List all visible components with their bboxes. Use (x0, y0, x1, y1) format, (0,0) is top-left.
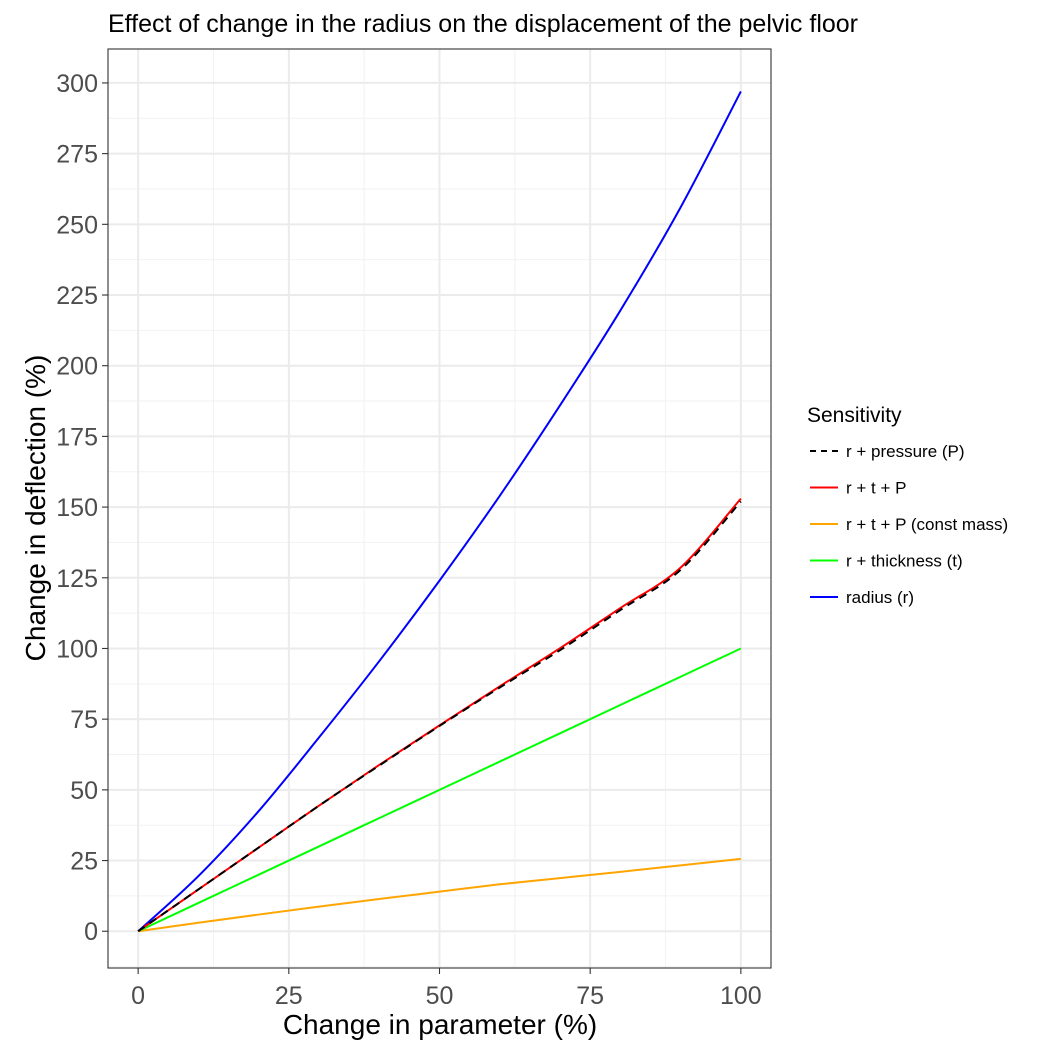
series-lines (137, 90, 742, 933)
y-tick-label: 125 (56, 565, 98, 593)
y-axis: 0 25 50 75 100 125 150 175 200 225 250 275 300 (56, 70, 108, 946)
legend-label: radius (r) (846, 588, 914, 607)
x-axis: 0 25 50 75 100 (131, 968, 762, 1010)
x-tick-label: 100 (720, 982, 762, 1010)
legend: Sensitivity r + pressure (P) r + t + P r +… (807, 404, 1008, 607)
legend-label: r + t + P (const mass) (846, 515, 1008, 534)
legend-label: r + pressure (P) (846, 442, 965, 461)
series-line-r-thickness-t (137, 647, 742, 933)
x-tick-label: 0 (131, 982, 145, 1010)
y-tick-label: 75 (70, 706, 98, 734)
series-line-r-t-p-const-mass (138, 857, 741, 933)
y-tick-label: 0 (84, 918, 98, 946)
y-tick-label: 175 (56, 423, 98, 451)
series-line-radius-r (137, 90, 742, 932)
y-tick-label: 25 (70, 848, 98, 876)
y-tick-label: 225 (56, 282, 98, 310)
x-tick-label: 25 (275, 982, 303, 1010)
y-tick-label: 250 (56, 211, 98, 239)
series-line-r-pressure-p (137, 500, 742, 933)
chart-title: Effect of change in the radius on the di… (108, 10, 858, 38)
y-tick-label: 150 (56, 494, 98, 522)
y-axis-title: Change in deflection (%) (20, 355, 51, 662)
y-tick-label: 275 (56, 141, 98, 169)
x-tick-label: 75 (576, 982, 604, 1010)
legend-label: r + thickness (t) (846, 552, 963, 571)
y-tick-label: 100 (56, 635, 98, 663)
y-tick-label: 50 (70, 777, 98, 805)
y-tick-label: 300 (56, 70, 98, 98)
major-grid (108, 49, 771, 968)
x-axis-title: Change in parameter (%) (283, 1009, 597, 1040)
legend-title: Sensitivity (807, 404, 902, 427)
x-tick-label: 50 (426, 982, 454, 1010)
y-tick-label: 200 (56, 353, 98, 381)
legend-label: r + t + P (846, 479, 906, 498)
